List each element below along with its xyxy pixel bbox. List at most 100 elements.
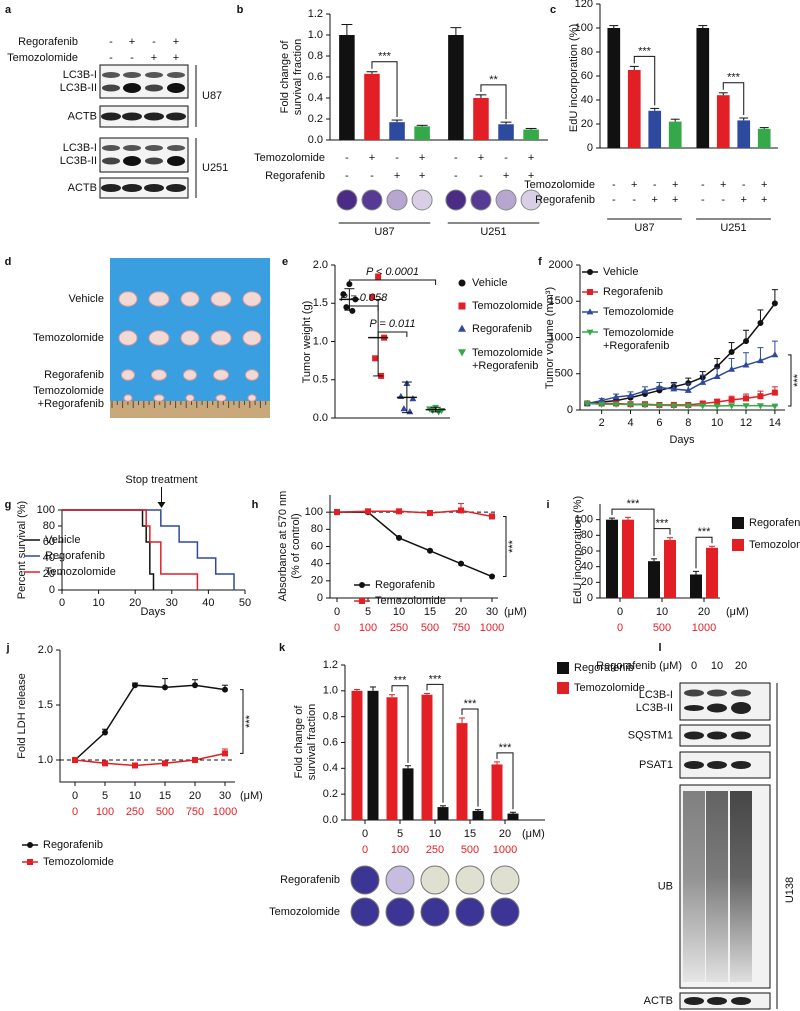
marker [684, 403, 692, 410]
bar [648, 561, 660, 598]
y-tick-label: 60 [311, 540, 323, 552]
marker [586, 329, 594, 336]
colony-well [470, 189, 492, 211]
x-tick-label: 0 [72, 790, 78, 802]
treatment-sign: - [109, 36, 113, 48]
marker [435, 409, 443, 416]
tumor [242, 291, 262, 307]
bar [437, 807, 449, 820]
band [684, 689, 704, 697]
marker [27, 859, 33, 865]
significance-bracket [496, 752, 514, 810]
x-tick-label-2: 750 [452, 622, 470, 634]
marker [713, 372, 721, 380]
blot-box [99, 137, 189, 173]
blot-box [99, 64, 189, 99]
annotation: Stop treatment [125, 474, 197, 486]
y-tick-label: 120 [575, 0, 593, 10]
marker [458, 279, 466, 287]
colony-well [490, 897, 520, 927]
marker [728, 365, 736, 372]
y-tick-label: 0.0 [323, 814, 338, 826]
bar [498, 124, 514, 140]
band [684, 731, 704, 740]
marker [699, 378, 707, 385]
tumor [148, 291, 170, 307]
x-tick-label: 10 [92, 597, 104, 609]
arrow-head [157, 502, 166, 508]
marker [757, 356, 764, 364]
band [167, 72, 185, 78]
x-tick-label: 20 [455, 606, 467, 618]
y-tick-label: 0.8 [308, 50, 323, 62]
marker [771, 389, 778, 396]
x-tick-label: 15 [464, 828, 476, 840]
condition-sign: + [503, 170, 509, 182]
band [144, 112, 164, 121]
marker [222, 750, 228, 757]
legend-label: Vehicle [472, 277, 507, 289]
legend-label: Regorafenib [43, 839, 103, 851]
series-line [336, 509, 493, 518]
marker [742, 361, 750, 368]
condition-sign: - [701, 194, 705, 206]
x-tick-label: 20 [499, 828, 511, 840]
marker [72, 757, 78, 763]
axis [329, 14, 548, 141]
treatment-label: Temozolomide [7, 52, 78, 64]
x-tick-label-2: 500 [421, 622, 439, 634]
colony-well [386, 189, 408, 211]
y-axis-label: EdU incorporation (%) [572, 496, 584, 604]
significance-label: *** [499, 742, 513, 754]
y-tick-label: 1.5 [313, 297, 328, 309]
marker [684, 386, 692, 393]
legend-swatch [732, 539, 744, 551]
unit-label: (μM) [240, 790, 263, 802]
treatment-sign: + [173, 52, 179, 64]
x-tick-label: 14 [769, 417, 781, 429]
colony-well [350, 865, 380, 895]
band [145, 84, 163, 92]
panel-letter: e [282, 256, 288, 268]
x-tick-label: 8 [685, 417, 691, 429]
significance-bracket [503, 515, 507, 578]
bar [472, 810, 484, 820]
treatment-sign: - [152, 36, 156, 48]
axis [599, 4, 778, 149]
significance-label: *** [464, 698, 478, 710]
colony-well [520, 189, 542, 211]
condition-sign: + [369, 152, 375, 164]
bar [648, 110, 662, 148]
bar [627, 70, 641, 148]
marker [132, 682, 138, 689]
marker [586, 308, 594, 315]
bar [491, 764, 503, 820]
x-tick-label-2: 500 [461, 844, 479, 856]
x-tick-label: 10 [711, 417, 723, 429]
marker [612, 393, 620, 400]
bar [456, 723, 468, 820]
condition-sign: + [761, 179, 767, 191]
significance-label: ** [489, 74, 498, 86]
marker [757, 393, 764, 400]
y-tick-label: 1.2 [308, 8, 323, 20]
marker [457, 349, 467, 357]
condition-sign: + [741, 194, 747, 206]
marker [641, 387, 649, 394]
marker [771, 351, 779, 358]
marker [489, 573, 495, 580]
significance-label: *** [507, 539, 519, 553]
p-value: P < 0.0001 [366, 266, 419, 278]
significance-label: *** [627, 498, 641, 510]
bar [696, 28, 710, 148]
marker [222, 686, 228, 693]
marker [728, 403, 736, 410]
x-tick-label: 30 [219, 790, 231, 802]
marker [685, 380, 692, 387]
significance-bracket [426, 683, 444, 803]
panel-letter: c [550, 4, 556, 16]
marker [458, 302, 466, 310]
panel-letter: b [237, 4, 244, 16]
band-label: LC3B-I LC3B-II [59, 142, 97, 167]
x-tick-label: 0 [59, 597, 65, 609]
